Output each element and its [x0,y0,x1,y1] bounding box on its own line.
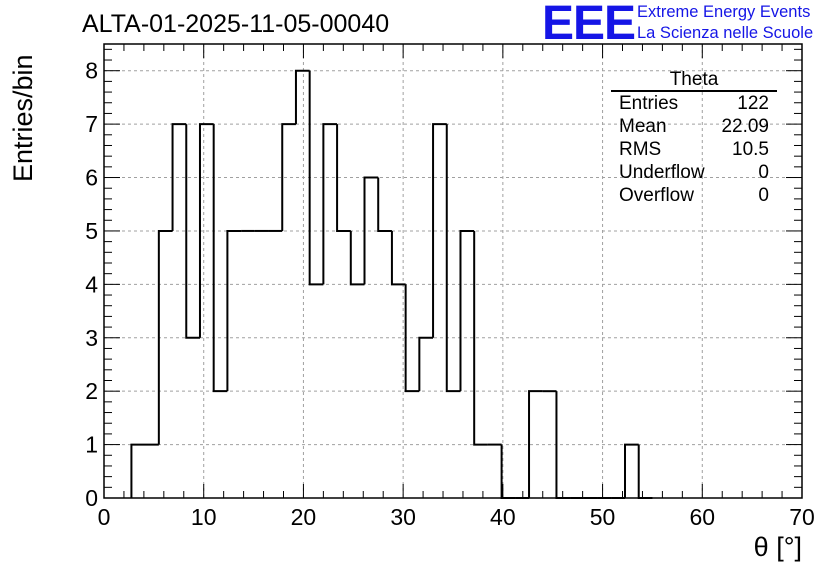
stats-row-rms: RMS 10.5 [611,138,777,161]
x-tick-label: 0 [98,504,111,530]
stats-label: Overflow [619,185,694,206]
histogram-bin [294,69,310,125]
histogram-bin [281,123,296,231]
y-tick-label: 1 [85,432,98,458]
stats-value: 10.5 [732,139,769,160]
histogram-bin [473,230,488,446]
y-tick-label: 7 [85,111,98,137]
histogram-bin [500,444,516,499]
histogram-bin [171,123,187,231]
y-axis-ticks: 0 1 2 3 4 5 6 7 8 [85,48,802,511]
histogram-bin [404,284,420,393]
y-tick-label: 8 [85,58,98,84]
stats-row-overflow: Overflow 0 [611,184,777,207]
x-tick-label: 40 [490,504,516,530]
stats-row-entries: Entries 122 [611,92,777,115]
histogram-bin [185,124,200,339]
stats-value: 122 [737,93,769,114]
stats-label: Mean [619,116,667,137]
histogram-bin [390,230,406,286]
histogram-bin [528,390,543,498]
stats-title: Theta [611,70,777,92]
x-axis-label: θ [°] [753,532,802,562]
stats-box: Theta Entries 122 Mean 22.09 RMS 10.5 Un… [611,70,777,207]
x-tick-label: 50 [590,504,616,530]
stats-label: Entries [619,93,679,114]
histogram-bin [377,177,392,232]
x-tick-label: 60 [689,504,715,530]
histogram-bin [349,230,365,286]
y-tick-label: 2 [85,378,98,404]
x-tick-label: 20 [291,504,317,530]
histogram-bin [363,176,379,285]
histogram-bin [624,443,639,498]
y-tick-label: 3 [85,325,98,351]
y-tick-label: 6 [85,165,98,191]
plot-border [103,43,803,499]
histogram-bin [308,70,324,286]
y-tick-label: 5 [85,218,98,244]
histogram-bin [336,124,351,232]
histogram-bin [637,444,653,499]
x-tick-label: 70 [789,504,815,530]
histogram-bin [445,124,461,393]
y-tick-label: 4 [85,271,98,297]
stats-label: Underflow [619,162,705,183]
x-axis-ticks: 0 10 20 30 40 50 60 70 [98,44,815,530]
histogram-bin [322,123,338,285]
stats-row-mean: Mean 22.09 [611,115,777,138]
histogram-bin [226,229,242,392]
histogram-bin [130,443,159,498]
histogram-bin [212,124,228,393]
y-axis-label: Entries/bin [8,54,38,182]
y-tick-label: 0 [85,485,98,511]
x-tick-label: 10 [191,504,217,530]
stats-label: RMS [619,139,662,160]
stats-row-underflow: Underflow 0 [611,161,777,184]
histogram-bin [432,123,447,338]
stats-value: 0 [758,162,769,183]
histogram-bin [157,229,173,445]
histogram-bin [459,229,475,392]
plot-frame [103,43,803,499]
brand-line-2: La Scienza nelle Scuole [637,24,814,42]
stats-value: 22.09 [721,116,769,137]
stats-value: 0 [758,185,769,206]
histogram-bin [198,123,214,338]
eee-logo: EEE [542,0,636,50]
brand-line-1: Extreme Energy Events [637,3,811,21]
chart-title: ALTA-01-2025-11-05-00040 [82,10,390,38]
x-tick-label: 30 [390,504,416,530]
histogram-bin [418,336,434,392]
